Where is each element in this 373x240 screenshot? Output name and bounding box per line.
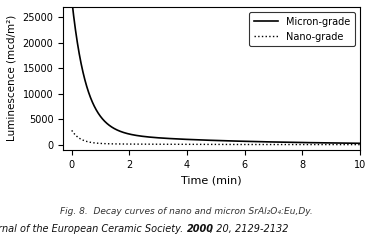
Line: Nano-grade: Nano-grade <box>72 130 360 145</box>
Text: Journal of the European Ceramic Society.: Journal of the European Ceramic Society. <box>0 224 186 234</box>
Micron-grade <box>69 0 74 1</box>
Micron-grade <box>350 142 354 145</box>
Nano-grade <box>350 143 354 146</box>
Micron-grade <box>297 141 301 144</box>
Nano-grade <box>202 143 207 146</box>
Nano-grade <box>297 143 301 146</box>
Legend: Micron-grade, Nano-grade: Micron-grade, Nano-grade <box>249 12 355 46</box>
Text: , 20, 2129-2132: , 20, 2129-2132 <box>210 224 288 234</box>
Nano-grade <box>358 143 362 146</box>
Nano-grade <box>210 143 214 146</box>
Micron-grade <box>84 84 89 87</box>
Micron-grade <box>349 142 354 145</box>
Micron-grade <box>202 139 207 142</box>
Y-axis label: Luminescence (mcd/m²): Luminescence (mcd/m²) <box>7 15 17 142</box>
Nano-grade <box>69 129 74 132</box>
Line: Micron-grade: Micron-grade <box>72 0 360 143</box>
Text: 2000: 2000 <box>186 224 213 234</box>
Nano-grade <box>84 140 89 143</box>
Text: Fig. 8.  Decay curves of nano and micron SrAl₂O₄:Eu,Dy.: Fig. 8. Decay curves of nano and micron … <box>60 207 313 216</box>
X-axis label: Time (min): Time (min) <box>181 175 242 185</box>
Micron-grade <box>210 139 214 142</box>
Nano-grade <box>349 143 354 146</box>
Micron-grade <box>358 142 362 145</box>
